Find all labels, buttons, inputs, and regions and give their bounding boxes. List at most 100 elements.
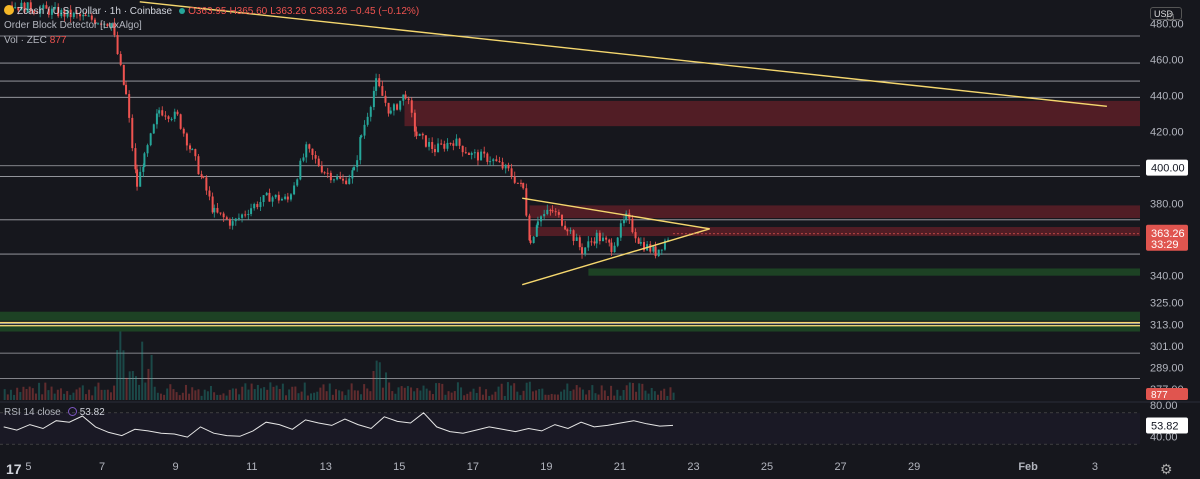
candle bbox=[507, 164, 510, 169]
candle bbox=[525, 188, 528, 216]
volume-legend[interactable]: Vol · ZEC 877 bbox=[4, 35, 69, 46]
volume-bar bbox=[306, 395, 309, 400]
candle bbox=[119, 54, 122, 65]
candle bbox=[381, 86, 384, 96]
candle bbox=[473, 152, 476, 154]
volume-bar bbox=[275, 385, 278, 400]
time-axis-tick: 3 bbox=[1092, 461, 1098, 473]
candle-countdown: 33:29 bbox=[1151, 239, 1179, 251]
ohlc-open: O363.95 bbox=[188, 6, 227, 17]
candle bbox=[616, 237, 619, 246]
volume-bar bbox=[13, 394, 16, 400]
candle bbox=[595, 232, 598, 244]
volume-bar bbox=[291, 386, 294, 400]
volume-bar bbox=[225, 395, 228, 400]
candle bbox=[234, 218, 237, 222]
time-axis-tick: 17 bbox=[467, 461, 479, 473]
candle bbox=[90, 15, 93, 20]
volume-bar bbox=[535, 390, 538, 400]
currency-selector[interactable]: USD bbox=[1144, 3, 1198, 23]
volume-bar bbox=[503, 395, 506, 400]
candle bbox=[528, 215, 531, 241]
candle bbox=[519, 182, 522, 184]
candle bbox=[421, 133, 424, 136]
volume-bar bbox=[363, 384, 366, 400]
volume-bar bbox=[522, 390, 525, 400]
candle bbox=[549, 209, 552, 211]
candle bbox=[256, 204, 259, 208]
candle bbox=[60, 10, 63, 17]
indicator-legend[interactable]: Order Block Detector [LuxAlgo] bbox=[4, 20, 145, 31]
rsi-legend[interactable]: RSI 14 close 53.82 bbox=[4, 407, 108, 418]
volume-bar bbox=[241, 386, 244, 400]
candle bbox=[197, 156, 200, 175]
volume-bar bbox=[591, 385, 594, 400]
volume-bar bbox=[369, 391, 372, 400]
volume-bar bbox=[281, 383, 284, 400]
candle bbox=[667, 239, 670, 241]
volume-bar bbox=[478, 386, 481, 400]
candle bbox=[136, 169, 139, 187]
candle bbox=[289, 194, 292, 200]
candle bbox=[452, 143, 455, 146]
candle bbox=[308, 144, 311, 149]
candle bbox=[402, 94, 405, 101]
candle bbox=[578, 237, 581, 248]
candle bbox=[311, 148, 314, 156]
candle bbox=[149, 133, 152, 146]
candle bbox=[546, 209, 549, 214]
volume-bar bbox=[516, 391, 519, 400]
candle bbox=[42, 5, 45, 9]
candle bbox=[189, 145, 192, 150]
volume-bar bbox=[485, 389, 488, 400]
volume-bar bbox=[310, 393, 313, 400]
volume-bar bbox=[84, 394, 87, 400]
candle bbox=[540, 216, 543, 222]
candle bbox=[164, 115, 167, 117]
volume-bar bbox=[375, 360, 378, 400]
candle bbox=[366, 116, 369, 125]
candle bbox=[296, 179, 299, 186]
volume-bar bbox=[6, 394, 9, 400]
volume-bar bbox=[397, 387, 400, 400]
order-block-zone-bullish bbox=[0, 326, 1141, 332]
volume-bar bbox=[109, 392, 112, 400]
candle bbox=[200, 174, 203, 177]
volume-bar bbox=[400, 386, 403, 400]
volume-bar bbox=[641, 383, 644, 400]
volume-bar bbox=[163, 394, 166, 400]
volume-bar bbox=[91, 395, 94, 400]
settings-gear-icon[interactable]: ⚙ bbox=[1160, 461, 1173, 477]
candle bbox=[378, 78, 381, 87]
rsi-label: RSI 14 close bbox=[4, 407, 61, 418]
tradingview-logo-icon[interactable]: 17 bbox=[6, 461, 22, 477]
volume-bar bbox=[585, 394, 588, 400]
volume-bar bbox=[285, 395, 287, 400]
candle bbox=[185, 133, 188, 146]
time-axis-tick: 25 bbox=[761, 461, 773, 473]
volume-bar bbox=[203, 389, 206, 400]
ohlc-high: H365.60 bbox=[229, 6, 268, 17]
candle bbox=[601, 237, 604, 242]
volume-bar bbox=[366, 388, 369, 400]
highlighted-level-badge bbox=[1146, 159, 1188, 176]
candle bbox=[277, 194, 280, 201]
candle bbox=[208, 190, 211, 197]
alert-clock-icon[interactable]: ⏱ bbox=[1166, 12, 1175, 24]
candle bbox=[428, 142, 431, 147]
candle bbox=[543, 213, 546, 217]
symbol-header[interactable]: Zcash / U.S. Dollar · 1h · Coinbase O363.… bbox=[4, 5, 422, 17]
time-axis-tick: 9 bbox=[173, 461, 179, 473]
trendline bbox=[139, 1, 1107, 108]
candle bbox=[72, 12, 75, 18]
candle bbox=[622, 219, 625, 224]
time-axis-tick: 5 bbox=[25, 461, 31, 473]
currency-label: USD bbox=[1150, 7, 1182, 20]
candle bbox=[396, 104, 399, 110]
volume-bar bbox=[69, 394, 72, 400]
volume-bar bbox=[638, 383, 641, 400]
volume-bar bbox=[344, 395, 347, 400]
volume-bar bbox=[528, 381, 531, 400]
candle bbox=[103, 23, 106, 25]
